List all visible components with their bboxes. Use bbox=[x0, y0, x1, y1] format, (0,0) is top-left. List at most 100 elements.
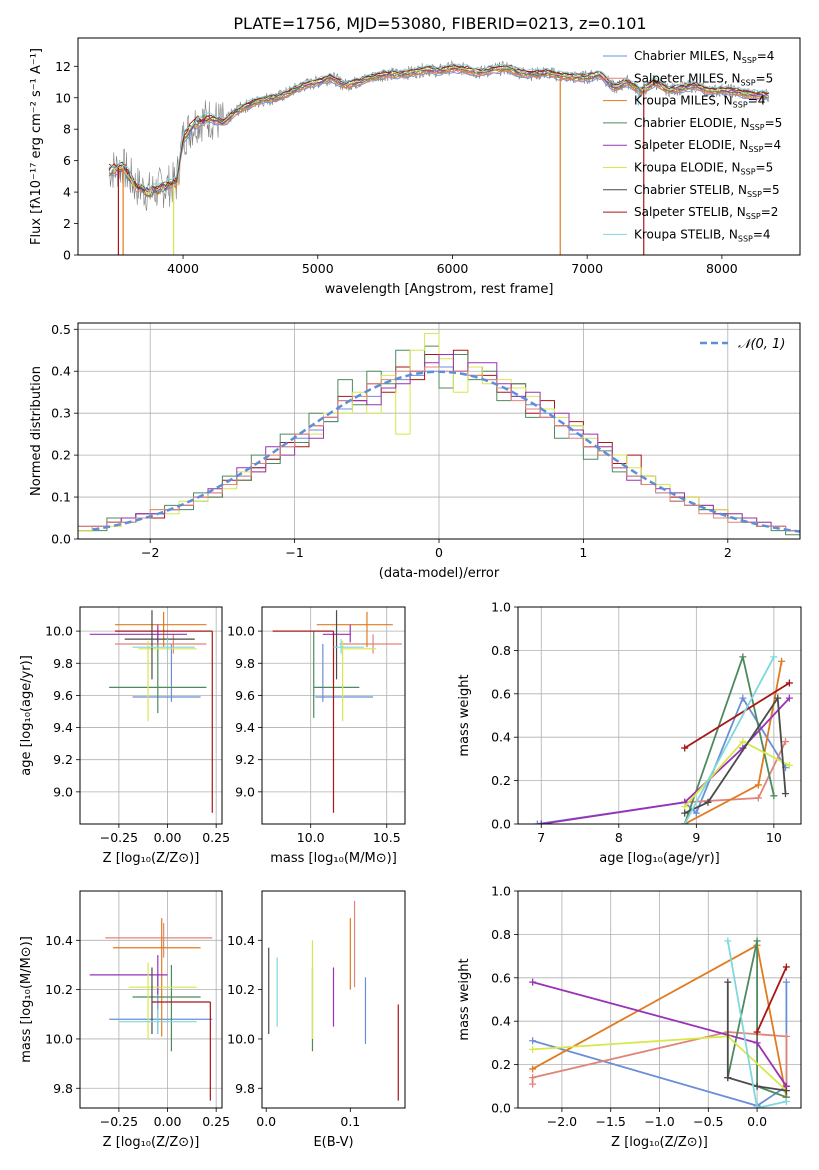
y-tick-label: 12 bbox=[55, 59, 71, 74]
y-tick-label: 0.4 bbox=[491, 730, 511, 745]
mass-weight-marker-chabrier_stelib bbox=[781, 790, 789, 798]
legend-label-kroupa_stelib: Kroupa STELIB, NSSP=4 bbox=[634, 227, 771, 243]
mass-weight-marker-chabrier_stelib bbox=[704, 798, 712, 806]
mass-weight-marker-kroupa_elodie bbox=[785, 761, 793, 769]
x-tick-label: −0.5 bbox=[693, 1114, 723, 1129]
axes-frame bbox=[517, 606, 802, 825]
x-tick-label: −1 bbox=[285, 545, 303, 560]
mass-weight-marker-kroupa_elodie bbox=[681, 803, 689, 811]
mass-weight-marker-chabrier_stelib bbox=[681, 809, 689, 817]
y-tick-label: 8 bbox=[63, 122, 71, 137]
normal-distribution-curve bbox=[92, 370, 800, 533]
plot-area bbox=[533, 653, 793, 824]
mass-weight-line-chabrier_stelib bbox=[684, 695, 787, 814]
y-axis-label: mass weight bbox=[457, 958, 472, 1040]
y-tick-label: 10.0 bbox=[227, 624, 255, 639]
x-tick-label: 0.00 bbox=[154, 830, 182, 845]
mass-weight-marker-kroupa_stelib bbox=[681, 820, 689, 824]
mass-weight-marker-salpeter_miles bbox=[754, 794, 762, 802]
axes-frame bbox=[261, 606, 406, 825]
mass-weight-marker-salpeter_miles bbox=[782, 1032, 790, 1040]
y-tick-label: 0.0 bbox=[51, 532, 71, 547]
mass-weight-line-chabrier_stelib bbox=[726, 982, 787, 1092]
x-axis-label: Z [log₁₀(Z/Z⊙)] bbox=[611, 1135, 708, 1150]
y-tick-label: 0.2 bbox=[491, 1057, 511, 1072]
y-tick-label: 9.8 bbox=[235, 1081, 255, 1096]
y-tick-label: 0.8 bbox=[491, 643, 511, 658]
mass-weight-marker-chabrier_stelib bbox=[782, 1087, 790, 1095]
y-tick-label: 0.4 bbox=[51, 364, 71, 379]
mass-weight-line-salpeter_stelib bbox=[684, 682, 790, 749]
mass-weight-marker-kroupa_elodie bbox=[739, 738, 747, 746]
y-axis-label: mass [log₁₀(M/M⊙)] bbox=[19, 936, 34, 1063]
y-tick-label: 0.2 bbox=[491, 773, 511, 788]
y-axis-label: Flux [fλ10⁻¹⁷ erg cm⁻² s⁻¹ A⁻¹] bbox=[29, 48, 44, 245]
y-tick-label: 9.0 bbox=[53, 784, 73, 799]
plot-area bbox=[78, 333, 800, 536]
plot-area bbox=[89, 918, 213, 1101]
legend-label-chabrier_miles: Chabrier MILES, NSSP=4 bbox=[634, 49, 774, 65]
model-spectrum-salpeter_elodie bbox=[108, 67, 770, 194]
plot-area bbox=[272, 610, 402, 813]
x-tick-label: 0.25 bbox=[202, 1114, 230, 1129]
plot-area bbox=[268, 900, 399, 1101]
mass-weight-line-kroupa_stelib bbox=[683, 656, 775, 824]
x-tick-label: 0.00 bbox=[154, 1114, 182, 1129]
mass-weight-marker-salpeter_elodie bbox=[785, 694, 793, 702]
y-tick-label: 0.8 bbox=[491, 927, 511, 942]
mass-weight-line-salpeter_stelib bbox=[756, 966, 788, 1033]
mass-weight-line-kroupa_stelib bbox=[726, 940, 787, 1108]
y-axis-label: Normed distribution bbox=[29, 366, 44, 496]
y-tick-label: 10.0 bbox=[227, 1031, 255, 1046]
mass-weight-marker-chabrier_elodie bbox=[739, 653, 747, 661]
x-axis-label: mass [log₁₀(M/M⊙)] bbox=[270, 851, 397, 866]
y-tick-label: 2 bbox=[63, 216, 71, 231]
mass-weight-marker-chabrier_elodie bbox=[753, 937, 761, 945]
mass-weight-marker-kroupa_stelib bbox=[770, 653, 778, 661]
mass-weight-line-salpeter_elodie bbox=[541, 697, 791, 824]
y-tick-label: 0.0 bbox=[491, 817, 511, 832]
legend-label-chabrier_stelib: Chabrier STELIB, NSSP=5 bbox=[634, 183, 780, 199]
y-tick-label: 9.4 bbox=[235, 720, 255, 735]
age-vs-mass-panel: 10.0 10.5 9.0 9.2 9.4 9.6 9.8 10.0 mass [log₁₀(M… bbox=[227, 606, 406, 866]
x-axis-label: age [log₁₀(age/yr)] bbox=[599, 851, 720, 866]
mass-weight-marker-salpeter_elodie bbox=[537, 820, 545, 824]
mass-weight-marker-salpeter_miles bbox=[529, 1080, 537, 1088]
y-tick-label: 9.8 bbox=[235, 656, 255, 671]
x-tick-label: −2 bbox=[141, 545, 159, 560]
mass-weight-marker-salpeter_elodie bbox=[529, 978, 537, 986]
mass-weight-marker-chabrier_stelib bbox=[724, 978, 732, 986]
mass-weight-marker-kroupa_miles bbox=[778, 657, 786, 665]
y-tick-label: 0.2 bbox=[51, 448, 71, 463]
y-tick-label: 6 bbox=[63, 153, 71, 168]
y-tick-label: 1.0 bbox=[491, 600, 511, 615]
y-tick-label: 9.6 bbox=[235, 688, 255, 703]
x-tick-label: 10 bbox=[766, 830, 782, 845]
x-tick-label: 0 bbox=[435, 545, 443, 560]
plot-area bbox=[89, 610, 213, 813]
x-tick-label: 2 bbox=[724, 545, 732, 560]
y-tick-label: 9.4 bbox=[53, 720, 73, 735]
y-tick-label: 0 bbox=[63, 248, 71, 263]
y-tick-label: 9.2 bbox=[235, 752, 255, 767]
plot-area bbox=[529, 937, 790, 1108]
x-tick-label: −2.0 bbox=[547, 1114, 577, 1129]
mass-weight-marker-chabrier_stelib bbox=[753, 1082, 761, 1090]
mass-weight-vs-metallicity-panel: −2.0 −1.5 −1.0 −0.5 0.0 0.0 0.2 0.4 0.6 0.8 1.0 Z [… bbox=[457, 884, 802, 1150]
legend-label-salpeter_stelib: Salpeter STELIB, NSSP=2 bbox=[634, 205, 778, 221]
x-tick-label: −1.0 bbox=[644, 1114, 674, 1129]
x-tick-label: −0.25 bbox=[100, 830, 138, 845]
x-tick-label: 8 bbox=[615, 830, 623, 845]
x-tick-label: 0.1 bbox=[340, 1114, 360, 1129]
legend-label-chabrier_elodie: Chabrier ELODIE, NSSP=5 bbox=[634, 116, 782, 132]
y-tick-label: 9.2 bbox=[53, 752, 73, 767]
x-tick-label: 6000 bbox=[437, 261, 469, 276]
x-tick-label: 7000 bbox=[571, 261, 603, 276]
axes-frame bbox=[77, 37, 801, 256]
mass-vs-metallicity-panel: −0.25 0.00 0.25 9.8 10.0 10.2 10.4 Z [log₁₀(Z/Z… bbox=[19, 890, 230, 1150]
y-tick-label: 0.6 bbox=[491, 686, 511, 701]
legend-label-kroupa_miles: Kroupa MILES, NSSP=4 bbox=[634, 94, 765, 110]
mass-weight-marker-kroupa_stelib bbox=[724, 937, 732, 945]
x-tick-label: 4000 bbox=[167, 261, 199, 276]
